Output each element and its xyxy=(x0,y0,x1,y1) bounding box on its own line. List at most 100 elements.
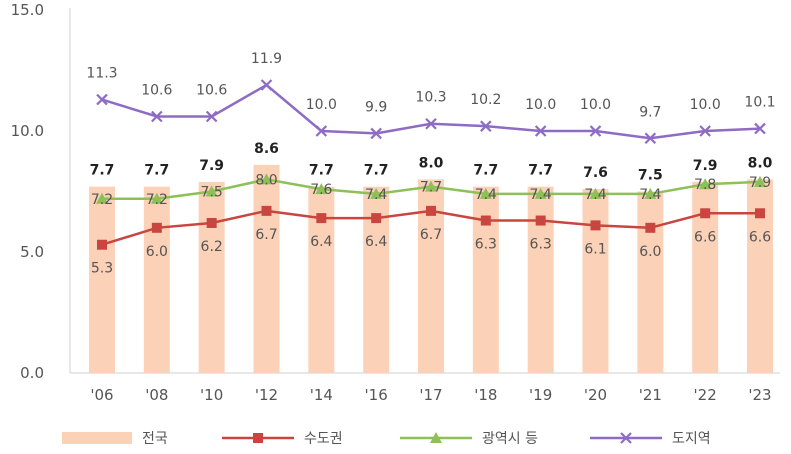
x-tick-label: '08 xyxy=(145,386,168,404)
marker-square xyxy=(480,215,491,226)
line-value-label: 10.1 xyxy=(744,95,775,111)
line-value-label: 7.4 xyxy=(584,187,606,203)
legend-label: 도지역 xyxy=(672,431,711,447)
bar-value-label: 7.7 xyxy=(528,163,553,179)
line-value-label: 9.9 xyxy=(365,99,387,115)
line-value-label: 7.4 xyxy=(475,187,497,203)
x-tick-label: '10 xyxy=(200,386,223,404)
x-tick-label: '19 xyxy=(529,386,552,404)
line-value-label: 6.6 xyxy=(749,229,771,245)
marker-square xyxy=(206,217,217,228)
line-value-label: 10.2 xyxy=(470,92,501,108)
marker-triangle xyxy=(644,187,657,199)
bar-value-label: 7.7 xyxy=(90,163,115,179)
line-value-label: 5.3 xyxy=(91,261,113,277)
line-value-label: 8.0 xyxy=(255,172,277,188)
line-series-1 xyxy=(96,173,766,204)
legend-marker-square xyxy=(253,433,263,443)
line-value-label: 7.2 xyxy=(91,192,113,208)
marker-triangle xyxy=(205,185,218,197)
bar-value-label: 7.9 xyxy=(199,158,224,174)
line-value-label: 10.6 xyxy=(196,82,227,98)
line-value-label: 7.4 xyxy=(530,187,552,203)
x-tick-label: '16 xyxy=(365,386,388,404)
marker-square xyxy=(590,220,601,231)
line-value-label: 6.3 xyxy=(530,237,552,253)
legend-item-bar: 전국 xyxy=(62,431,168,447)
marker-square xyxy=(151,222,162,233)
x-tick-label: '21 xyxy=(639,386,662,404)
marker-triangle xyxy=(370,187,383,199)
line-series-2 xyxy=(96,79,766,145)
marker-x xyxy=(260,79,273,91)
line-value-label: 6.7 xyxy=(255,227,277,243)
line-value-label: 10.6 xyxy=(141,82,172,98)
legend-item-line-2: 도지역 xyxy=(590,431,711,447)
legend-marker-x xyxy=(620,432,632,444)
line-value-label: 10.0 xyxy=(690,97,721,113)
marker-triangle xyxy=(479,187,492,199)
marker-triangle xyxy=(534,187,547,199)
marker-triangle xyxy=(96,192,108,204)
line-value-label: 10.0 xyxy=(580,97,611,113)
marker-triangle xyxy=(315,183,328,195)
legend: 전국 수도권 광역시 등 도지역 xyxy=(62,431,711,447)
y-tick-label: 10.0 xyxy=(11,122,44,140)
data-labels: 7.7 7.7 7.9 8.6 7.7 7.7 8.0 7.7 7.7 7.6 7.5 7.9 8.0 5… xyxy=(86,51,775,277)
marker-x xyxy=(644,132,657,145)
marker-square xyxy=(645,222,656,233)
marker-x xyxy=(315,125,328,137)
marker-triangle xyxy=(425,180,437,192)
marker-triangle xyxy=(589,187,602,199)
line-value-label: 7.5 xyxy=(201,185,223,201)
marker-square xyxy=(700,208,711,219)
x-tick-label: '20 xyxy=(584,386,607,404)
marker-x xyxy=(480,120,492,132)
bar-7 xyxy=(472,186,499,373)
marker-x xyxy=(370,127,382,140)
bar-9 xyxy=(582,189,609,373)
marker-square xyxy=(426,205,436,216)
line-series-group xyxy=(96,79,766,250)
bar-value-label: 7.7 xyxy=(144,163,169,179)
legend-label: 전국 xyxy=(142,431,168,447)
bar-value-label: 7.7 xyxy=(309,163,334,179)
marker-triangle xyxy=(150,192,163,204)
bar-8 xyxy=(527,186,554,373)
x-axis-ticks: '06 '08 '10 '12 '14 '16 '17 '18 '19 '20 '21 '22 '23 xyxy=(90,386,771,404)
marker-triangle xyxy=(699,178,712,190)
marker-x xyxy=(96,93,108,106)
line-value-label: 6.4 xyxy=(365,234,387,250)
line-value-label: 7.9 xyxy=(749,175,771,191)
marker-x xyxy=(205,110,218,123)
marker-triangle xyxy=(260,173,273,185)
marker-square xyxy=(97,239,107,250)
bar-value-label: 8.6 xyxy=(254,141,279,157)
marker-x xyxy=(699,125,711,137)
marker-x xyxy=(589,125,602,137)
x-tick-label: '22 xyxy=(694,386,717,404)
bar-value-label: 7.7 xyxy=(364,163,389,179)
marker-square xyxy=(371,213,382,224)
bar-10 xyxy=(637,191,664,373)
marker-square xyxy=(316,213,327,224)
line-value-label: 7.2 xyxy=(146,192,168,208)
line-value-label: 7.6 xyxy=(310,182,332,198)
bar-value-label: 8.0 xyxy=(748,155,773,171)
line-value-label: 11.9 xyxy=(251,51,282,67)
x-tick-label: '17 xyxy=(419,386,442,404)
marker-triangle xyxy=(754,175,766,187)
legend-swatch-bar xyxy=(62,432,132,444)
marker-x xyxy=(151,110,163,123)
line-value-label: 7.8 xyxy=(694,177,716,193)
legend-label: 수도권 xyxy=(304,431,343,447)
line-series-0 xyxy=(97,205,765,250)
y-tick-label: 5.0 xyxy=(20,243,44,261)
bar-value-label: 8.0 xyxy=(419,155,444,171)
line-value-label: 6.3 xyxy=(475,237,497,253)
line-value-label: 10.0 xyxy=(306,97,337,113)
marker-square xyxy=(261,205,272,216)
y-axis-ticks: 0.0 5.0 10.0 15.0 xyxy=(11,1,44,382)
x-tick-label: '18 xyxy=(474,386,497,404)
y-tick-label: 0.0 xyxy=(20,364,44,382)
